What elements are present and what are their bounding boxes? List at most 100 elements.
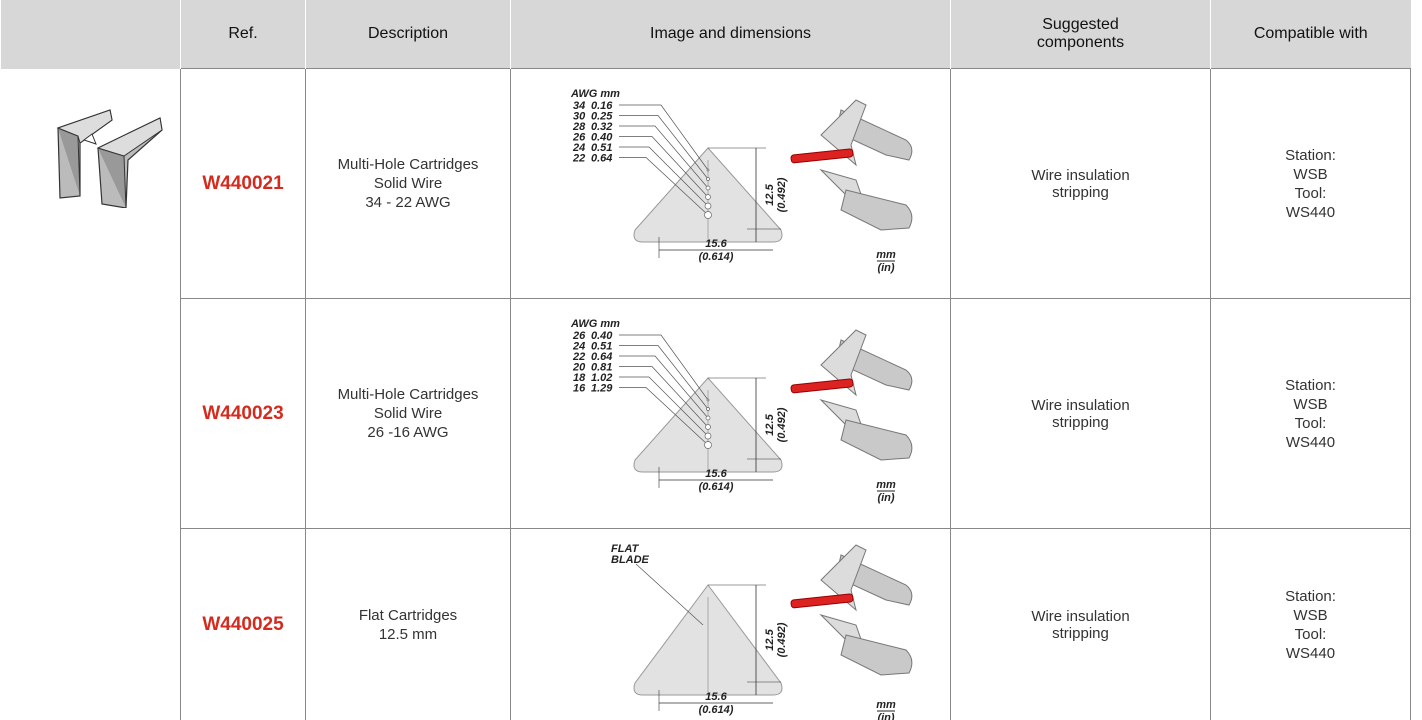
description-cell: Multi-Hole Cartridges Solid Wire 34 - 22 A… [305, 68, 511, 299]
image-cell: FLAT BLADE 12.5 (0.492) 15.6 (0.614) mm (in) [510, 528, 951, 720]
compatible-cell: Station: WSB Tool: WS440 [1210, 298, 1411, 529]
gauge-mm: 1.02 [591, 372, 612, 384]
leader [619, 104, 709, 170]
height-in-label: (0.492) [776, 407, 788, 442]
gauge-awg: 26 [572, 131, 586, 143]
gauge-awg: 34 [573, 100, 585, 112]
compatible-line: WSB [1293, 165, 1328, 183]
gauge-mm: 0.51 [591, 142, 612, 154]
compatible-line: WSB [1293, 606, 1328, 624]
gauge-mm: 0.32 [591, 121, 612, 133]
leader [619, 114, 709, 179]
suggested-text: Wire insulation stripping [1031, 166, 1130, 201]
description-line: Solid Wire [373, 405, 443, 422]
image-cell: AWG mm 26 0.40 24 0.51 22 0.64 20 0.81 18 1.02 16 1.… [510, 298, 951, 529]
compatible-cell: Station: WSB Tool: WS440 [1210, 68, 1411, 299]
awg-header: AWG mm [570, 318, 620, 330]
compatible-line: WS440 [1285, 644, 1336, 662]
ref-cell: W440021 [180, 68, 306, 299]
leader [619, 156, 709, 215]
icon-cell [0, 298, 181, 529]
leader [619, 125, 709, 188]
wire [790, 377, 854, 393]
table-body: W440021 Multi-Hole Cartridges Solid Wire 34… [0, 68, 1411, 720]
gauge-mm: 1.29 [591, 382, 613, 394]
awg-header: AWG mm [570, 88, 620, 100]
leader [619, 146, 709, 206]
compatible-line: WS440 [1285, 433, 1336, 451]
leader [619, 386, 709, 445]
compatible-line: Tool: [1294, 625, 1327, 643]
gauge-awg: 30 [573, 110, 586, 122]
wire [790, 592, 854, 608]
icon-cell [0, 528, 181, 720]
description-cell: Multi-Hole Cartridges Solid Wire 26 -16 AW… [305, 298, 511, 529]
header-cell: Compatible with [1210, 0, 1411, 69]
width-in-label: (0.614) [699, 251, 734, 263]
hole [704, 210, 712, 219]
compatible-line: WS440 [1285, 203, 1336, 221]
compatible-line: Station: [1285, 587, 1336, 605]
gauge-awg: 22 [572, 351, 585, 363]
width-in-label: (0.614) [699, 481, 734, 493]
blade-label: BLADE [611, 554, 650, 566]
tool-illustration [790, 328, 913, 461]
tool-illustration [790, 543, 913, 676]
height-label: 12.5 [764, 628, 776, 650]
hole [706, 176, 710, 181]
hole [706, 406, 710, 411]
hole [705, 193, 711, 200]
gauge-awg: 26 [572, 330, 586, 342]
hole [706, 398, 710, 401]
compatible-line: WSB [1293, 395, 1328, 413]
hole [706, 168, 710, 171]
upper-blade [820, 328, 867, 396]
image-cell: AWG mm 34 0.16 30 0.25 28 0.32 26 0.40 24 0.51 22 0.… [510, 68, 951, 299]
gauge-mm: 0.64 [591, 351, 612, 363]
gauge-mm: 0.40 [591, 330, 613, 342]
leader [635, 563, 704, 625]
unit-label: mm [876, 249, 896, 261]
gauge-mm: 0.64 [591, 152, 612, 164]
width-label: 15.6 [705, 691, 727, 703]
leader [619, 365, 709, 427]
icon-cell [0, 68, 181, 299]
compatible-line: Station: [1285, 146, 1336, 164]
gauge-mm: 0.25 [591, 110, 613, 122]
gauge-awg: 18 [573, 372, 586, 384]
hole [704, 432, 712, 439]
unit-alt-label: (in) [877, 492, 894, 504]
width-in-label: (0.614) [699, 704, 734, 716]
header-cell: Suggested components [950, 0, 1211, 69]
blade-label: FLAT [611, 543, 640, 555]
description-line: Flat Cartridges [358, 606, 458, 624]
gauge-awg: 16 [573, 382, 586, 394]
table-row: W440021 Multi-Hole Cartridges Solid Wire 34… [0, 68, 1411, 299]
cylinder [840, 188, 913, 231]
header-cell: Image and dimensions [510, 0, 951, 69]
unit-label: mm [876, 699, 896, 711]
header-cell [0, 0, 181, 69]
width-label: 15.6 [705, 238, 727, 250]
gauge-awg: 20 [572, 361, 586, 373]
cylinder [840, 418, 913, 461]
hole [705, 415, 711, 420]
gauge-awg: 28 [572, 121, 586, 133]
suggested-text: Wire insulation stripping [1031, 396, 1130, 431]
leader [619, 376, 709, 436]
hole [705, 423, 711, 430]
height-label: 12.5 [764, 413, 776, 435]
gauge-awg: 24 [572, 142, 585, 154]
suggested-cell: Wire insulation stripping [950, 298, 1211, 529]
gauge-mm: 0.81 [591, 361, 612, 373]
description-line: Solid Wire [373, 175, 443, 192]
header-cell: Ref. [180, 0, 306, 69]
description-line: Multi-Hole Cartridges [337, 156, 479, 173]
description-line: 12.5 mm [378, 625, 438, 643]
tool-illustration [790, 98, 913, 231]
upper-blade [820, 543, 867, 611]
